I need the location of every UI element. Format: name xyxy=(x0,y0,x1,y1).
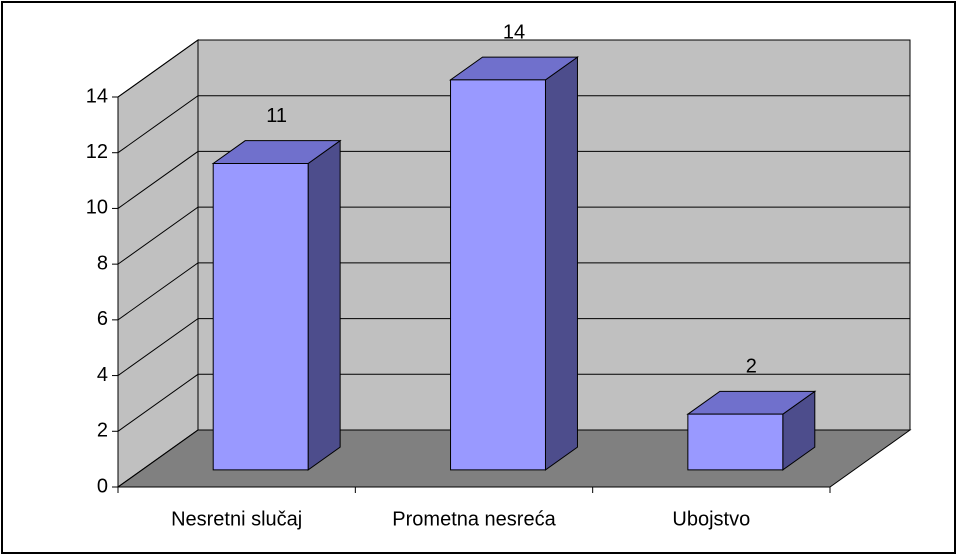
bar-side xyxy=(307,139,341,471)
bar-side xyxy=(544,56,578,471)
grid-line xyxy=(117,95,910,154)
grid-line xyxy=(117,429,910,488)
y-tick-label: 10 xyxy=(86,197,108,219)
x-tick-label: Prometna nesreća xyxy=(392,508,556,530)
bar-front xyxy=(450,79,546,471)
bar-front xyxy=(687,413,784,471)
grid-line xyxy=(117,150,910,209)
value-label: 2 xyxy=(746,356,757,378)
y-tick-label: 8 xyxy=(97,252,108,274)
y-tick-label: 14 xyxy=(86,85,108,107)
grid-line xyxy=(117,318,910,376)
grid-line xyxy=(117,39,910,98)
x-tick-label: Nesretni slučaj xyxy=(171,508,302,530)
y-tick-label: 12 xyxy=(86,141,108,163)
grid-line xyxy=(117,262,910,321)
value-label: 14 xyxy=(503,21,525,43)
x-tick-label: Ubojstvo xyxy=(672,508,750,530)
side-wall xyxy=(117,39,199,488)
bar-front xyxy=(212,162,309,471)
grid-line xyxy=(117,373,910,432)
y-tick-label: 0 xyxy=(97,475,108,497)
y-tick-label: 4 xyxy=(97,364,108,386)
y-tick-label: 2 xyxy=(97,420,108,442)
grid-line xyxy=(117,206,910,265)
value-label: 11 xyxy=(266,105,287,127)
y-tick-label: 6 xyxy=(97,308,108,330)
